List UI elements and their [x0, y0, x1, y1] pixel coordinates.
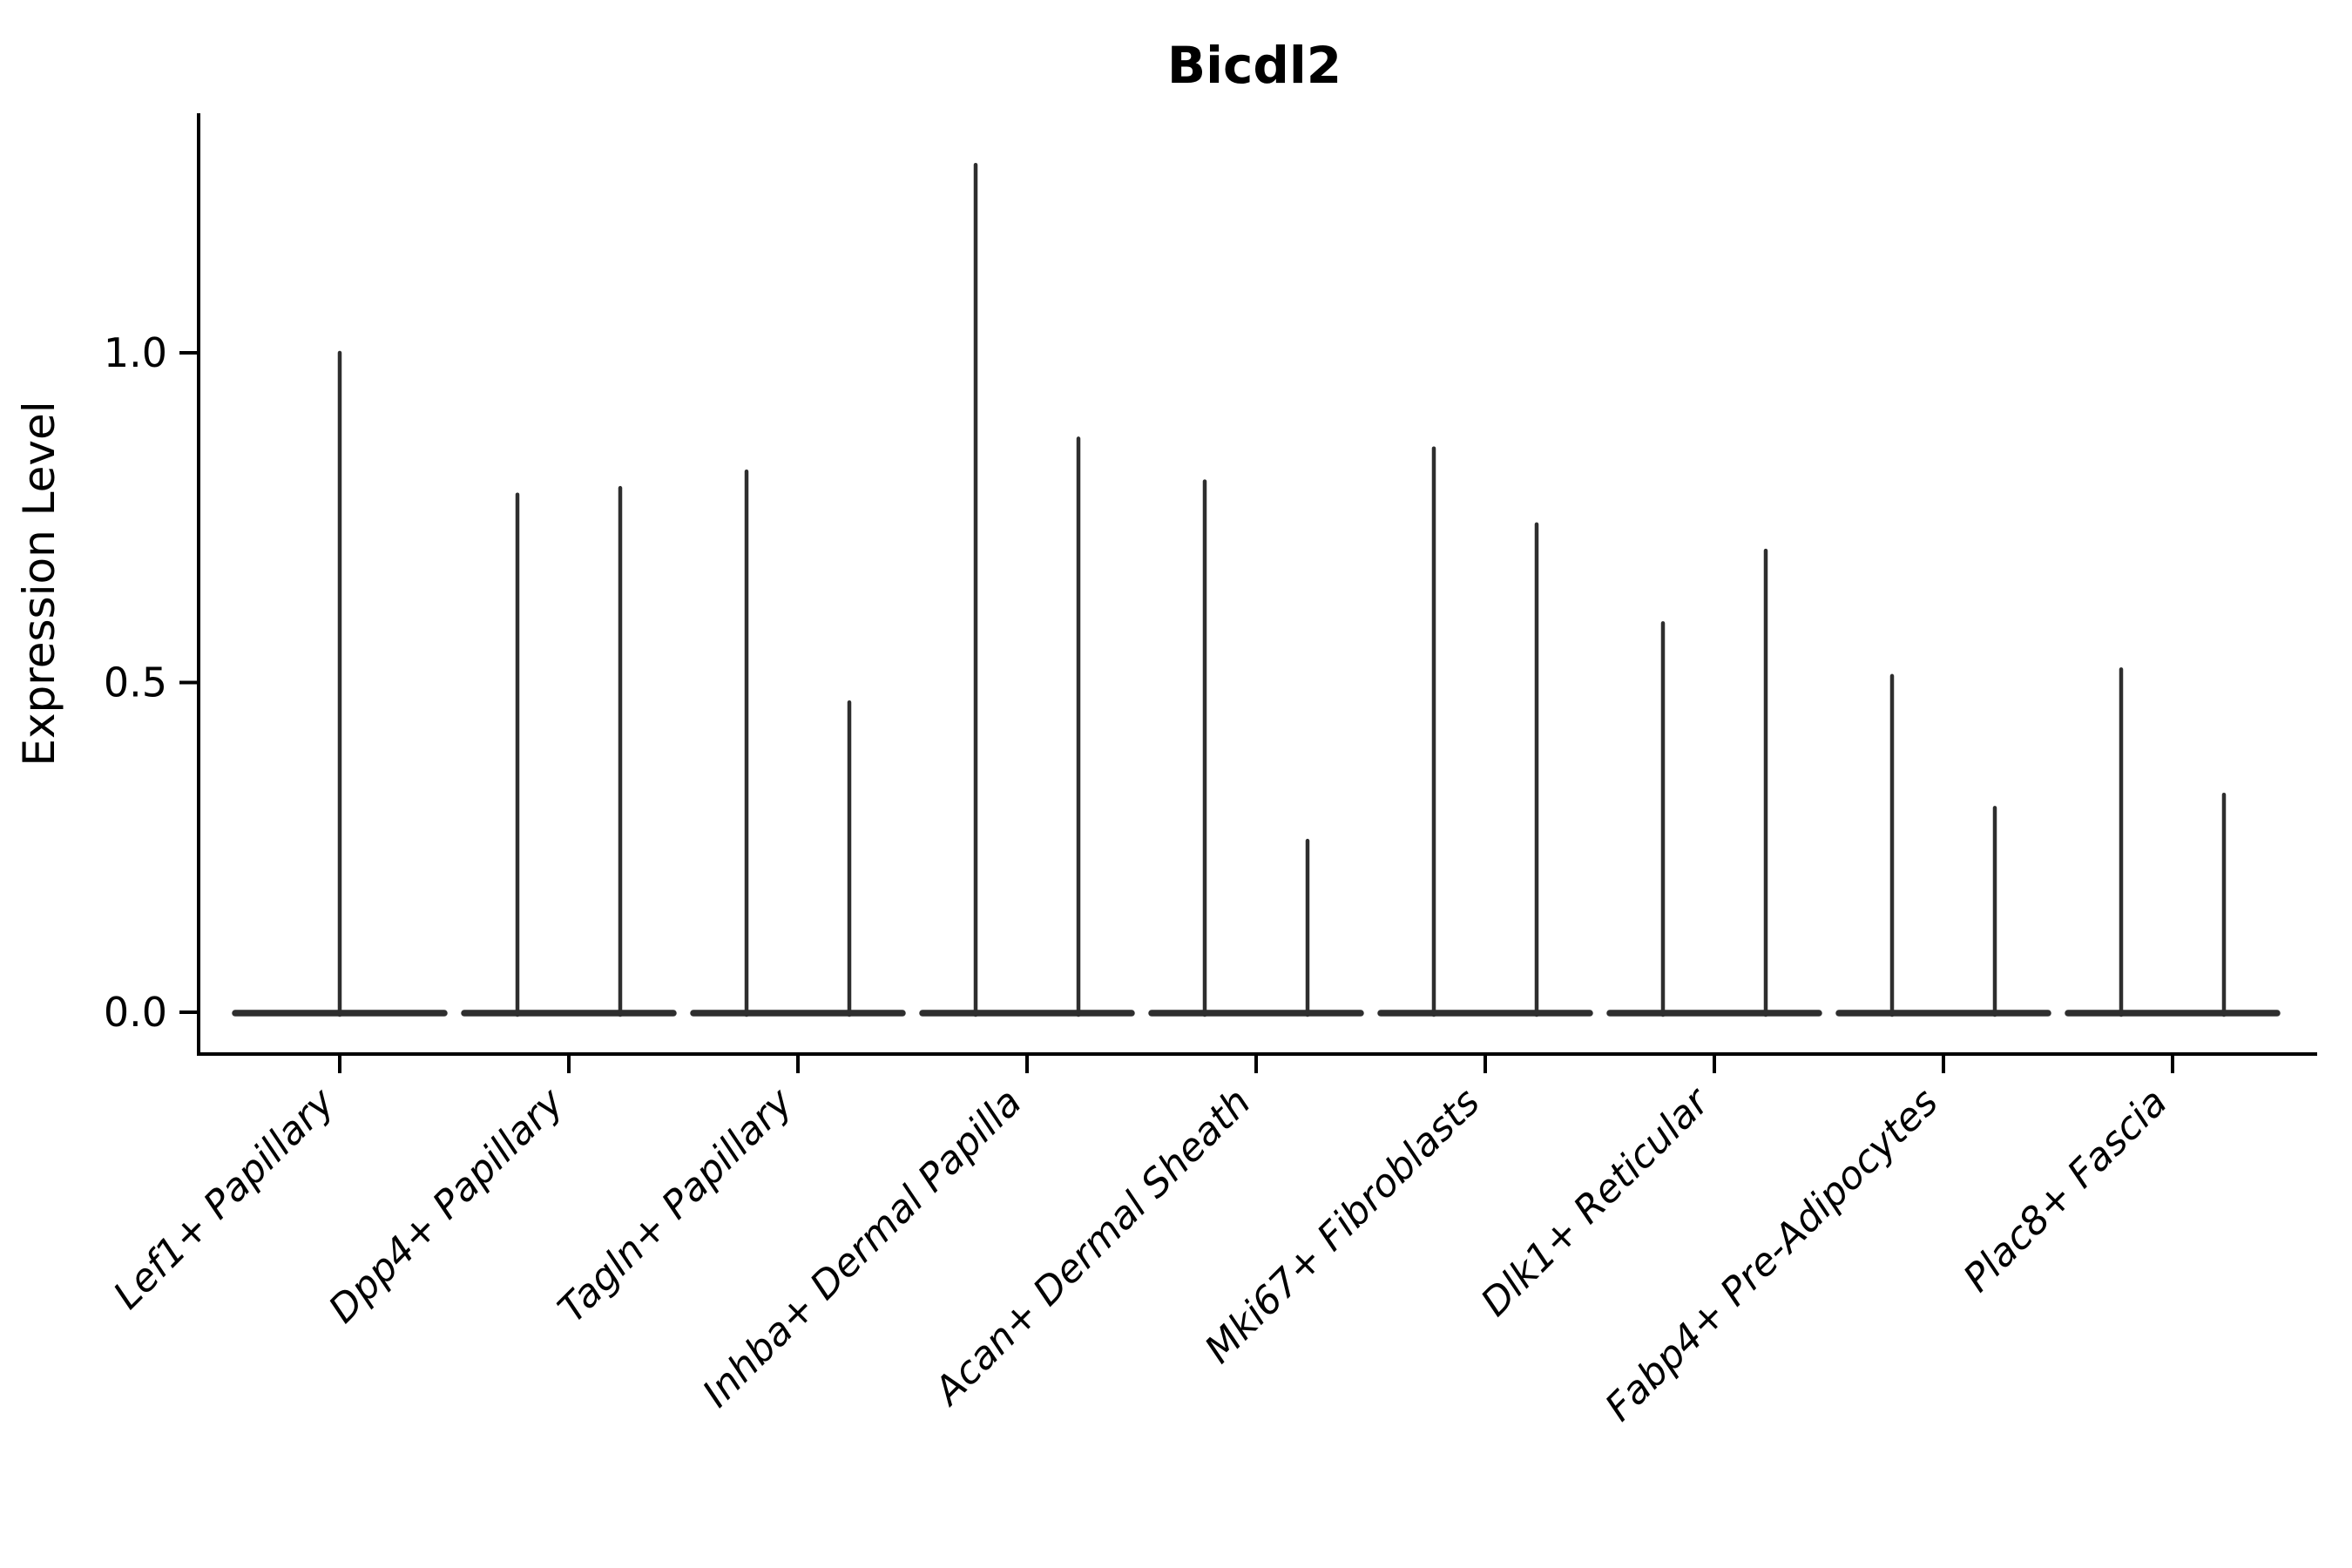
- violin: [232, 350, 448, 1017]
- violin: [2065, 667, 2281, 1017]
- x-tick-label: Plac8+ Fascia: [1955, 1080, 2175, 1301]
- x-tick-label: Dpp4+ Papillary: [321, 1079, 573, 1332]
- y-axis: 0.0 0.5 1.0: [104, 113, 200, 1054]
- violin: [1835, 673, 2051, 1017]
- x-tick-label: Dlk1+ Reticular: [1472, 1078, 1719, 1325]
- violin: [919, 163, 1135, 1017]
- violin: [461, 485, 677, 1017]
- x-tick-label: Tagln+ Papillary: [550, 1079, 801, 1331]
- violin: [1377, 446, 1593, 1017]
- violin: [1606, 548, 1822, 1017]
- y-axis-label: Expression Level: [14, 401, 64, 766]
- violins: [232, 163, 2281, 1017]
- y-tick-label: 0.5: [104, 659, 167, 706]
- violin: [690, 470, 906, 1017]
- x-tick-label: Lef1+ Papillary: [105, 1079, 344, 1318]
- y-tick-label: 0.0: [104, 989, 167, 1036]
- chart-title: Bicdl2: [1167, 36, 1342, 95]
- violin: [1148, 479, 1364, 1017]
- y-tick-label: 1.0: [104, 329, 167, 376]
